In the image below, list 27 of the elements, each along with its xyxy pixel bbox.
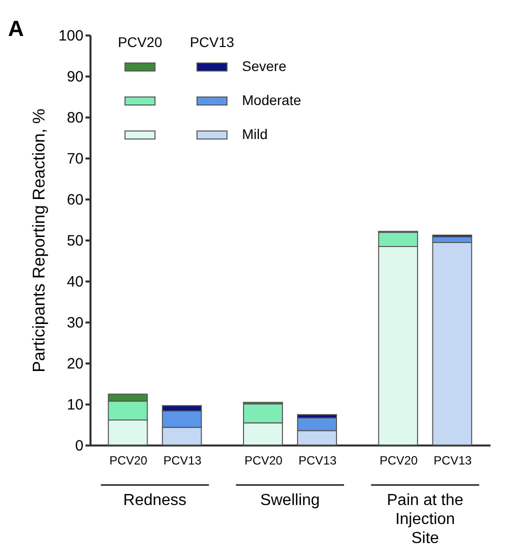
y-tick-label: 0 xyxy=(75,438,84,454)
legend-label: Moderate xyxy=(242,92,302,108)
y-axis-title: Participants Reporting Reaction, % xyxy=(29,108,48,372)
x-tick-label: PCV20 xyxy=(109,454,148,468)
legend-label: Severe xyxy=(242,58,287,74)
x-tick-label: PCV13 xyxy=(298,454,337,468)
x-tick-label: PCV13 xyxy=(163,454,202,468)
y-tick-label: 80 xyxy=(66,110,84,126)
text: Redness xyxy=(123,492,186,509)
category-label: PCV20 xyxy=(118,34,162,50)
text: Pain at the Injection Site xyxy=(386,492,464,547)
y-tick-label: 70 xyxy=(66,150,84,168)
x-tick-label: PCV20 xyxy=(244,454,283,468)
x-tick-label: PCV13 xyxy=(434,454,472,468)
y-tick-label: 100 xyxy=(58,28,84,44)
legend-label: Mild xyxy=(242,126,268,142)
text: A xyxy=(8,16,24,41)
y-tick-label: 90 xyxy=(66,68,84,86)
category-label: PCV13 xyxy=(190,34,234,50)
y-tick-label: 40 xyxy=(66,274,84,290)
y-tick-label: 60 xyxy=(66,192,84,208)
text: Swelling xyxy=(260,492,320,509)
y-tick-label: 50 xyxy=(66,232,84,250)
x-tick-label: PCV20 xyxy=(380,454,418,468)
y-tick-label: 10 xyxy=(66,396,84,414)
y-tick-label: 20 xyxy=(66,356,84,372)
y-tick-label: 30 xyxy=(66,314,84,332)
